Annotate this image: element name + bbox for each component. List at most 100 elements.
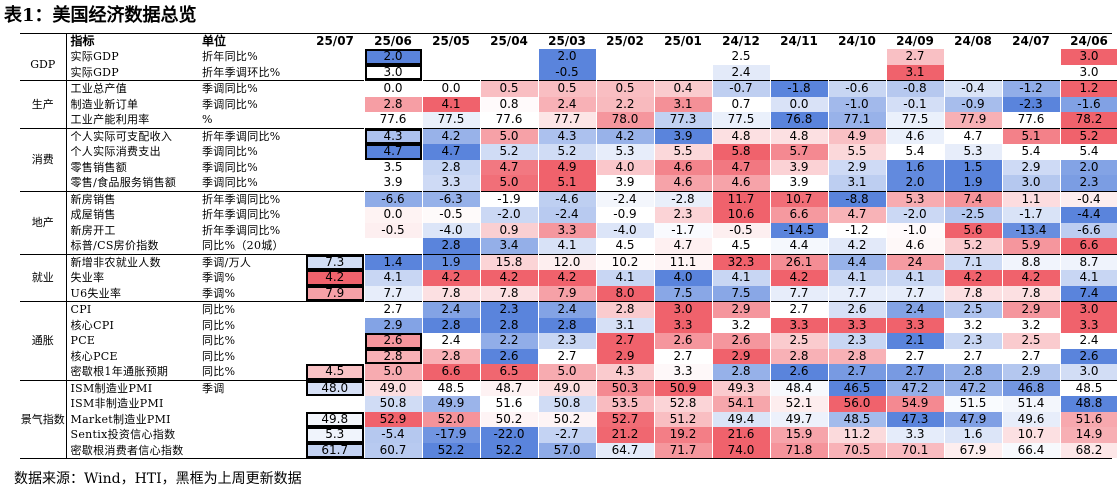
value-cell: 52.8: [654, 396, 713, 412]
value-cell: 2.6: [770, 364, 829, 380]
value-cell: 2.0: [886, 175, 945, 191]
value-cell: -1.7: [654, 222, 713, 238]
value-cell: 2.8: [422, 317, 481, 333]
indicator-label: 密歇根消费者信心指数: [70, 443, 184, 457]
value-cell: 5.0: [480, 175, 539, 191]
table-row: 零售/食品服务销售额 季调同比% 3.9 3.3 5.0 5.1 3.9 4.6 4.6 3.9 3…: [20, 175, 1117, 191]
value-cell: 5.6: [944, 222, 1003, 238]
value-cell: 64.7: [596, 442, 655, 458]
value-cell: 5.2: [1060, 127, 1117, 144]
value-cell: -1.0: [886, 222, 945, 238]
value-cell: 0.5: [538, 80, 597, 97]
unit-label: 季调同比%: [200, 80, 306, 97]
indicator-label: 成屋销售: [70, 208, 116, 222]
value-cell: 2.5: [1002, 333, 1061, 349]
value-cell: 7.7: [364, 285, 423, 302]
unit-label: %: [202, 113, 213, 127]
value-cell: 3.3: [654, 317, 713, 333]
value-cell: 4.2: [538, 270, 597, 286]
value-cell: 52.7: [596, 411, 655, 427]
value-cell: 2.8: [538, 317, 597, 333]
value-cell: 47.9: [944, 411, 1003, 427]
value-cell: -0.1: [886, 96, 945, 112]
unit-label: 同比%: [200, 301, 306, 318]
value-cell: 77.5: [422, 112, 481, 128]
indicator-label: Market制造业PMI: [70, 412, 171, 426]
value-cell: 49.4: [712, 411, 771, 427]
value-cell: [306, 112, 365, 128]
value-cell: 4.2: [306, 270, 365, 286]
header-unit: 单位: [202, 34, 227, 48]
value-cell: 70.5: [828, 442, 887, 458]
value-cell: 71.8: [770, 442, 829, 458]
value-cell: 4.8: [712, 127, 771, 144]
value-cell: 4.1: [712, 270, 771, 286]
value-cell: 2.3: [538, 333, 597, 349]
value-cell: 5.0: [480, 127, 539, 144]
value-cell: [828, 49, 887, 65]
value-cell: [306, 80, 365, 97]
value-cell: 0.4: [654, 80, 713, 97]
table-row: 景气指数 ISM制造业PMI 季调 48.0 49.0 48.5 48.7 49.0 50.3 5…: [20, 379, 1117, 458]
value-cell: [1002, 64, 1061, 81]
value-cell: 48.4: [770, 379, 829, 396]
group-label: 生产: [20, 80, 67, 128]
value-cell: [306, 301, 365, 318]
value-cell: 4.6: [886, 238, 945, 254]
value-cell: 1.6: [944, 427, 1003, 443]
value-cell: 4.7: [712, 159, 771, 175]
value-cell: 4.6: [654, 175, 713, 191]
header-date-2: 25/05: [432, 34, 470, 48]
indicator-label: 零售/食品服务销售额: [70, 176, 177, 190]
value-cell: 7.8: [480, 285, 539, 302]
unit-label: 折年季调环比%: [202, 65, 281, 79]
group-label: 景气指数: [20, 379, 67, 458]
value-cell: 49.9: [422, 396, 481, 412]
value-cell: 12.0: [538, 253, 597, 270]
unit-label: 同比%: [202, 365, 236, 379]
value-cell: -0.5: [538, 64, 597, 81]
value-cell: 2.7: [538, 348, 597, 364]
value-cell: 77.6: [1002, 112, 1061, 128]
table-row: 工业产能利用率% 77.6 77.5 77.6 77.7 78.0 77.3 77.5 76.8…: [20, 112, 1117, 128]
group-label: GDP: [20, 49, 67, 81]
value-cell: 61.7: [306, 442, 365, 458]
value-cell: 2.6: [654, 333, 713, 349]
data-table: 指标 单位 25/07 25/06 25/05 25/04 25/03 25/02 25/0…: [20, 34, 1117, 458]
value-cell: 11.7: [712, 190, 771, 207]
value-cell: 2.7: [654, 348, 713, 364]
value-cell: 11.2: [828, 427, 887, 443]
value-cell: 51.5: [944, 396, 1003, 412]
value-cell: 2.3: [654, 207, 713, 223]
value-cell: -0.4: [1060, 190, 1117, 207]
value-cell: 5.1: [538, 175, 597, 191]
value-cell: -2.0: [480, 207, 539, 223]
value-cell: 2.6: [364, 333, 423, 349]
value-cell: 5.9: [1002, 238, 1061, 254]
value-cell: 4.2: [770, 270, 829, 286]
group-label: 地产: [20, 190, 67, 254]
value-cell: 3.9: [596, 175, 655, 191]
value-cell: [422, 64, 481, 81]
value-cell: 4.2: [422, 127, 481, 144]
value-cell: [306, 127, 365, 144]
unit-label: 季调同比%: [202, 97, 258, 111]
value-cell: 3.3: [828, 317, 887, 333]
value-cell: 5.3: [944, 144, 1003, 160]
value-cell: 3.3: [654, 364, 713, 380]
value-cell: 1.5: [944, 159, 1003, 175]
value-cell: 56.0: [828, 396, 887, 412]
value-cell: 4.2: [480, 270, 539, 286]
value-cell: 5.3: [306, 427, 365, 443]
value-cell: 2.3: [944, 333, 1003, 349]
value-cell: 1.2: [1060, 80, 1117, 97]
value-cell: 4.7: [944, 127, 1003, 144]
value-cell: 2.3: [828, 333, 887, 349]
value-cell: 77.1: [828, 112, 887, 128]
unit-label: 折年季调同比%: [202, 223, 281, 237]
value-cell: 77.6: [364, 112, 423, 128]
value-cell: [306, 348, 365, 364]
value-cell: 68.2: [1060, 442, 1117, 458]
value-cell: [306, 207, 365, 223]
value-cell: 8.8: [1002, 253, 1061, 270]
